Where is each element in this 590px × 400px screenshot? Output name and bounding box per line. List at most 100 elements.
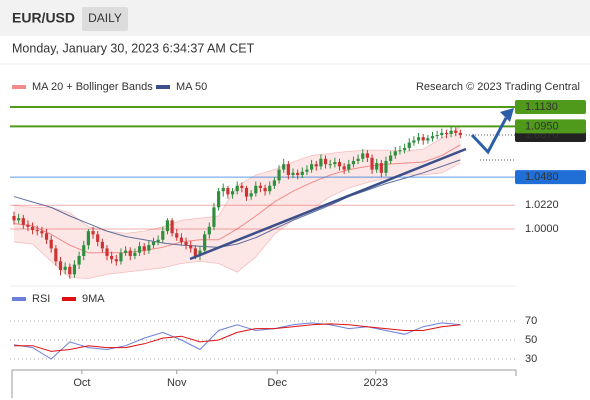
candle-body [310,164,314,170]
candle-body [426,138,430,141]
candle-body [151,241,156,246]
candle-body [58,261,63,270]
x-tick-label: Dec [267,377,287,389]
candle-body [305,169,309,172]
period-button[interactable] [82,7,128,31]
candle-body [212,207,216,227]
candle-body [440,132,444,136]
candle-body [189,245,193,249]
candle-body [342,166,346,170]
candle-body [416,137,421,141]
candle-body [393,151,397,156]
level-tag [515,170,586,185]
candle-body [240,185,244,188]
candle-body [319,158,323,167]
bollinger-lower [13,162,461,280]
rsi-line [13,322,461,360]
candle-body [347,164,351,170]
candle-body [35,230,39,232]
level-label: 1.0220 [525,199,559,211]
candle-body [128,250,132,256]
level-tag [515,99,586,114]
period: DAILY [88,11,122,25]
candle-body [110,255,114,260]
candle-body [328,164,332,166]
candle-body [272,180,276,186]
candle-body [258,185,263,188]
candle-body [142,246,146,251]
candle-body [389,155,393,161]
candle-body [124,250,128,253]
candle-body [217,191,221,208]
candle-body [314,164,318,167]
candle-body [137,246,142,253]
legend-entry-swatch [156,85,170,89]
level-label: 1.0000 [525,223,559,235]
candle-body [156,239,160,242]
level-label: 1.1130 [525,101,558,113]
credit: Research © 2023 Trading Central [416,81,580,93]
candle-body [268,185,272,192]
legend-entry: MA 20 + Bollinger Bands [32,81,153,93]
candle-body [282,164,286,170]
candle-body [161,231,165,240]
candle-body [421,137,425,141]
candle-body [165,220,170,232]
candle-body [44,233,49,240]
candle-body [263,187,267,192]
candle-body [68,266,72,275]
candle-body [86,231,90,246]
candle-body [170,220,174,234]
candle-body [435,135,439,137]
candle-body [40,231,44,234]
candle-body [207,226,211,235]
candle-body [333,162,337,165]
candle-body [230,191,235,195]
legend-entry: MA 50 [176,81,207,93]
candle-body [412,140,416,143]
candle-body [114,259,118,262]
rsi-tick-label: 30 [525,353,537,365]
candle-body [226,187,230,195]
candle-body [296,172,300,175]
candle-body [105,248,109,256]
timestamp: Monday, January 30, 2023 6:34:37 AM CET [12,41,255,55]
candle-body [323,158,328,165]
rsi-tick-label: 50 [525,334,537,346]
candle-body [179,237,183,242]
candle-body [403,147,407,151]
candle-body [198,250,202,256]
candle-body [398,150,402,152]
candle-body [337,162,342,167]
x-tick-label: Oct [73,377,90,389]
x-tick-label: 2023 [364,377,388,389]
candle-body [300,171,304,175]
legend-entry-swatch [62,297,76,301]
candle-body [21,218,25,225]
candle-body [286,164,290,175]
x-tick-label: Nov [167,377,187,389]
legend-entry-swatch [12,85,26,89]
candle-body [100,241,104,249]
candle-body [244,187,249,197]
symbol: EUR/USD [12,10,75,26]
candle-body [12,216,16,221]
candle-body [82,245,86,256]
candle-body [444,132,449,134]
candle-body [407,142,411,148]
candle-body [26,224,30,227]
candle-body [384,160,388,173]
level-label: 1.0480 [525,171,559,183]
candle-body [235,185,239,192]
candle-body [375,163,379,170]
candle-body [175,233,179,238]
candle-body [277,169,281,181]
candle-body [365,153,369,158]
candle-body [430,136,435,139]
legend-entry: 9MA [82,293,105,305]
arrow-head [500,108,514,122]
candle-body [184,241,188,246]
legend-entry: RSI [32,293,50,305]
bollinger-area [14,126,461,279]
